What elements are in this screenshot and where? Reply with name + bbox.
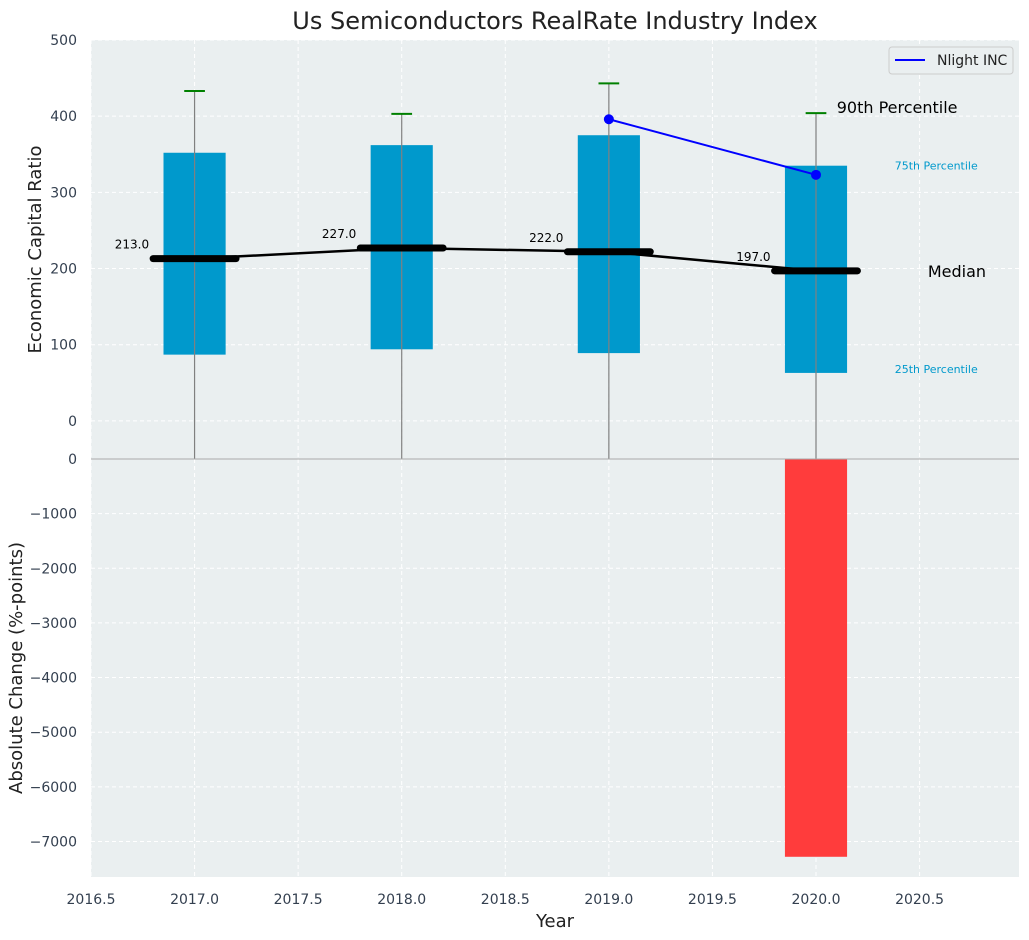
- x-tick-label: 2019.5: [688, 892, 737, 908]
- bottom-y-tick-label: −4000: [30, 671, 77, 687]
- legend-box: [888, 46, 1014, 75]
- p25-annotation: 25th Percentile: [895, 363, 978, 376]
- median-value-label: 222.0: [529, 231, 563, 245]
- top-y-tick-label: 0: [68, 414, 77, 430]
- median-annotation: Median: [928, 262, 986, 281]
- bottom-y-tick-label: −2000: [30, 561, 77, 577]
- bottom-y-tick-label: −1000: [30, 507, 77, 523]
- median-value-label: 227.0: [322, 227, 356, 241]
- top-y-axis-label: Economic Capital Ratio: [25, 146, 46, 354]
- bottom-y-tick-label: −7000: [30, 834, 77, 850]
- x-tick-label: 2017.5: [274, 892, 323, 908]
- bottom-plot-area: [91, 459, 1019, 877]
- x-tick-label: 2018.0: [377, 892, 426, 908]
- top-y-tick-label: 100: [50, 338, 77, 354]
- bottom-y-tick-label: −6000: [30, 780, 77, 796]
- top-axes: 0 100 200 300 400 500 213.0 227.0 222.0 197.0 90th…: [50, 33, 1019, 459]
- x-tick-label: 2020.5: [895, 892, 944, 908]
- x-axis-label: Year: [535, 911, 575, 932]
- x-tick-label: 2018.5: [481, 892, 530, 908]
- median-line: [194, 246, 817, 273]
- p75-annotation: 75th Percentile: [895, 160, 978, 173]
- top-y-tick-label: 300: [50, 185, 77, 201]
- nlight-point: [811, 169, 821, 180]
- bottom-y-tick-label: −3000: [30, 616, 77, 632]
- nlight-point: [603, 114, 614, 125]
- top-y-tick-label: 200: [50, 262, 77, 278]
- median-value-label: 213.0: [115, 238, 149, 252]
- x-tick-label: 2019.0: [584, 892, 633, 908]
- bottom-axes: 2016.5 2017.0 2017.5 2018.0 2018.5 2019.0 2019…: [30, 452, 1019, 908]
- p90-annotation: 90th Percentile: [837, 98, 958, 117]
- x-tick-label: 2016.5: [67, 892, 116, 908]
- top-plot-area: [91, 40, 1019, 459]
- x-tick-label: 2020.0: [792, 892, 841, 908]
- bottom-y-tick-label: 0: [68, 452, 77, 468]
- median-value-label: 197.0: [736, 250, 770, 264]
- legend-label-nlight: Nlight INC: [937, 53, 1008, 69]
- x-tick-label: 2017.0: [170, 892, 219, 908]
- top-y-tick-label: 500: [50, 33, 77, 49]
- top-y-tick-label: 400: [50, 109, 77, 125]
- bottom-y-axis-label: Absolute Change (%-points): [6, 542, 27, 794]
- nlight-line: [608, 118, 817, 176]
- bottom-y-tick-label: −5000: [30, 725, 77, 741]
- chart-title: Us Semiconductors RealRate Industry Inde…: [292, 7, 817, 35]
- legend: Nlight INC: [888, 46, 1014, 75]
- change-bar: [784, 459, 848, 857]
